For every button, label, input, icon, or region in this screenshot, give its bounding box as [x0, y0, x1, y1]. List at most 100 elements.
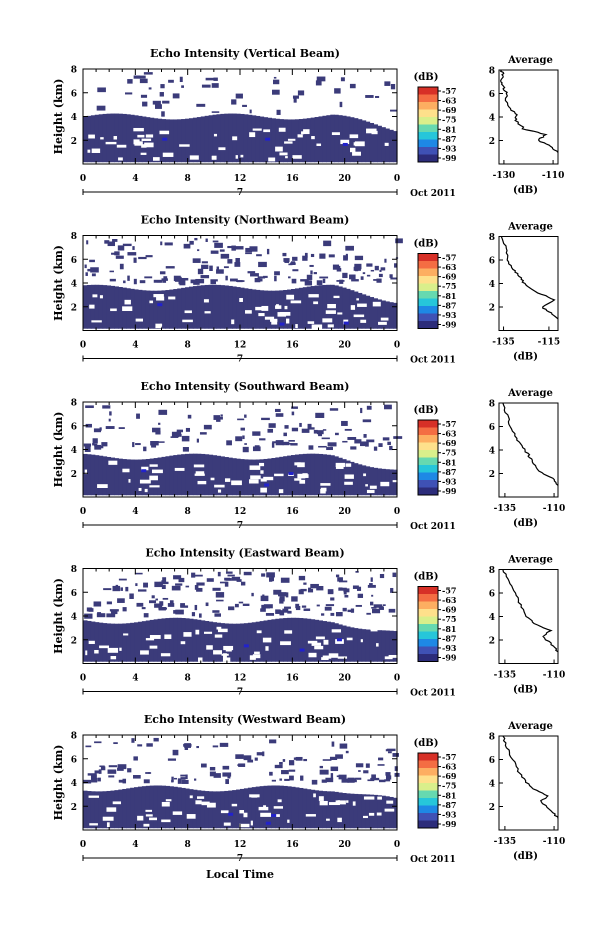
echo-cell — [310, 270, 313, 275]
echo-cell — [130, 459, 135, 496]
x-tick-label: 20 — [338, 174, 351, 184]
echo-cell — [349, 117, 355, 163]
echo-cell — [326, 447, 333, 451]
echo-cell — [182, 447, 189, 452]
gap-cell — [223, 645, 234, 651]
echo-cell — [321, 437, 330, 440]
gap-cell — [270, 318, 278, 322]
echo-cell — [177, 778, 182, 784]
colorbar-swatch — [418, 480, 438, 488]
gap-cell — [268, 157, 276, 162]
gap-cell — [152, 157, 160, 161]
echo-cell — [261, 417, 270, 421]
colorbar-frame — [417, 419, 439, 496]
echo-cell — [352, 585, 359, 589]
speck — [271, 814, 277, 818]
x-tick-label: 8 — [185, 840, 191, 850]
echo-cell — [84, 613, 93, 619]
echo-cell — [139, 78, 148, 84]
gap-cell — [260, 812, 272, 817]
echo-cell — [353, 291, 359, 329]
echo-cell — [308, 427, 315, 430]
echo-cell — [353, 118, 359, 163]
avg-x-tick-label: -115 — [538, 338, 561, 348]
average-profile-line — [499, 69, 559, 153]
echo-cell — [316, 280, 323, 286]
echo-cell — [224, 581, 229, 587]
avg-x-tick-label: -130 — [493, 171, 516, 181]
echo-cell — [236, 113, 241, 163]
echo-cell — [355, 269, 359, 272]
echo-cell — [342, 287, 347, 329]
echo-cell — [133, 257, 137, 263]
gap-cell — [294, 478, 302, 481]
echo-cell — [181, 787, 186, 829]
echo-cell — [109, 270, 114, 273]
echo-cell — [304, 280, 313, 286]
echo-cell — [365, 95, 374, 98]
echo-cell — [155, 430, 161, 435]
echo-cell — [157, 118, 163, 163]
colorbar-tick-label: -87 — [442, 467, 456, 477]
gap-cell — [160, 653, 171, 657]
colorbar-tick-label: -81 — [442, 291, 456, 301]
echo-cell — [145, 620, 151, 662]
echo-cell — [242, 104, 247, 107]
echo-cell — [340, 77, 345, 82]
speck — [265, 137, 271, 141]
y-tick-label: 2 — [71, 303, 77, 313]
echo-cell — [360, 276, 364, 280]
echo-cell — [126, 623, 131, 662]
echo-cell — [89, 259, 95, 263]
echo-cell — [134, 572, 143, 575]
echo-cell — [90, 791, 96, 829]
echo-cell — [134, 459, 139, 496]
echo-cell — [271, 779, 276, 782]
colorbar-tick-label: -99 — [442, 653, 457, 663]
colorbar-swatch — [418, 775, 438, 784]
echo-cell — [152, 100, 161, 105]
echo-cell — [326, 791, 331, 829]
echo-cell — [318, 445, 327, 448]
colorbar-swatch — [418, 813, 438, 821]
echo-cell — [377, 299, 382, 329]
average-profile-line — [502, 569, 559, 653]
echo-cell — [148, 87, 152, 90]
colorbar-swatch — [418, 450, 438, 458]
gap-cell — [184, 310, 192, 314]
echo-cell — [342, 459, 347, 496]
colorbar-swatch — [418, 783, 438, 791]
echo-cell — [194, 574, 203, 577]
echo-cell — [185, 427, 191, 432]
echo-cell — [234, 262, 241, 267]
gap-cell — [388, 654, 400, 658]
avg-y-tick-label: 6 — [489, 423, 495, 433]
echo-cell — [308, 445, 314, 450]
gap-cell — [249, 655, 256, 660]
colorbar-swatch — [418, 306, 438, 314]
echo-cell — [377, 795, 382, 829]
y-axis-label: Height (km) — [52, 79, 65, 155]
gap-cell — [260, 478, 267, 482]
echo-cell — [389, 129, 394, 163]
echo-cell — [173, 275, 181, 282]
colorbar-swatch — [418, 609, 438, 617]
echo-cell — [342, 607, 347, 612]
x-tick-label: 4 — [132, 840, 138, 850]
echo-cell — [136, 413, 140, 419]
echo-cell — [134, 622, 139, 662]
echo-cell — [330, 622, 335, 662]
gap-cell — [139, 479, 151, 484]
colorbar-frame — [417, 752, 439, 829]
gap-cell — [133, 127, 144, 132]
echo-cell — [267, 290, 272, 329]
echo-cell — [279, 119, 284, 163]
gap-cell — [135, 318, 144, 322]
echo-cell — [219, 742, 229, 747]
colorbar-swatch — [418, 753, 438, 761]
colorbar-tick-label: -99 — [442, 153, 457, 163]
colorbar-swatch — [418, 768, 438, 776]
echo-cell — [279, 290, 284, 329]
echo-cell — [393, 131, 398, 163]
gap-cell — [201, 801, 210, 806]
